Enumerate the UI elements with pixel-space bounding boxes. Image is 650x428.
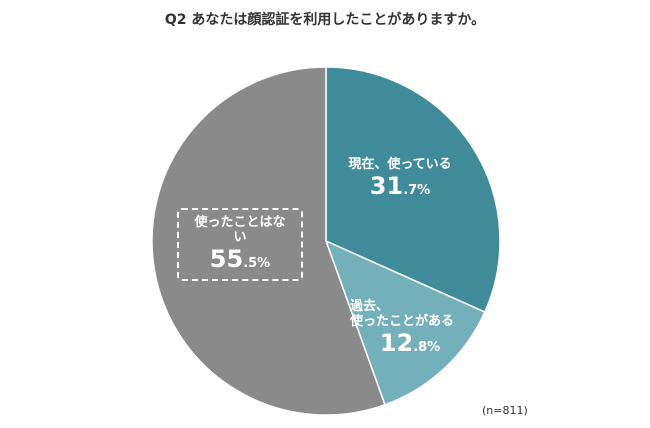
slice-value-dec: .5% (243, 255, 271, 271)
pie-slice-0 (325, 66, 501, 314)
slice-label-never: 使ったことはない 55.5% (177, 208, 303, 282)
chart-title: Q2 あなたは顔認証を利用したことがありますか。 (164, 12, 486, 28)
slice-value-dec: .8% (413, 339, 441, 355)
sample-size-note: (n=811) (482, 404, 528, 417)
slice-category-line2: 使ったことがある (350, 313, 455, 329)
slice-category-line1: 過去、 (350, 299, 390, 314)
slice-category: 現在、使っている (348, 157, 452, 172)
slice-value-int: 12 (379, 328, 414, 357)
pie-slice-1 (324, 239, 486, 406)
slice-value-int: 55 (209, 244, 244, 273)
slice-value-dec: .7% (403, 182, 431, 198)
slice-label-current: 現在、使っている 31.7% (345, 157, 455, 201)
slice-category: 使ったことはない (194, 215, 286, 245)
slice-label-past: 過去、 使ったことがある 12.8% (350, 299, 470, 357)
slice-value-int: 31 (369, 171, 404, 200)
pie-slice-2 (151, 66, 386, 416)
